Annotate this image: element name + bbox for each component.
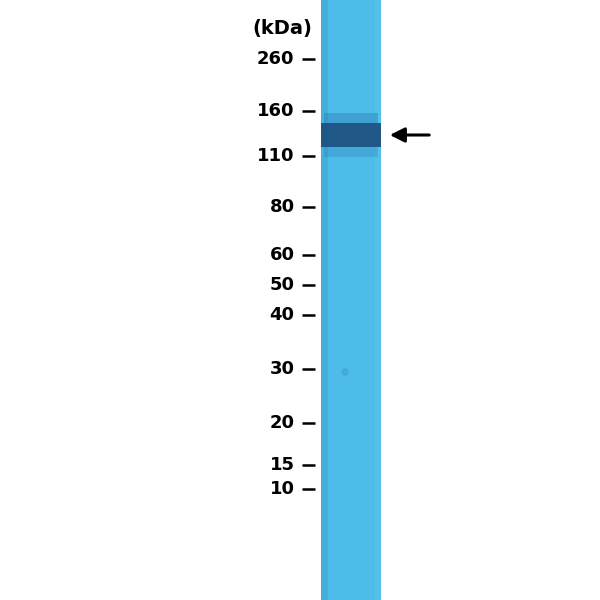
- Text: 110: 110: [257, 147, 295, 165]
- Text: 80: 80: [269, 198, 295, 216]
- Bar: [321, 0, 328, 600]
- Text: 30: 30: [269, 360, 295, 378]
- Bar: [324, 147, 378, 157]
- Bar: [324, 113, 378, 123]
- Bar: [321, 0, 381, 600]
- Bar: [375, 0, 381, 600]
- Text: 20: 20: [269, 414, 295, 432]
- Text: 160: 160: [257, 102, 295, 120]
- Text: 60: 60: [269, 246, 295, 264]
- Text: 10: 10: [269, 480, 295, 498]
- Circle shape: [342, 369, 348, 375]
- Text: 260: 260: [257, 50, 295, 68]
- Text: 40: 40: [269, 306, 295, 324]
- Text: (kDa): (kDa): [252, 19, 312, 38]
- Bar: [321, 123, 381, 147]
- Text: 50: 50: [269, 276, 295, 294]
- Text: 15: 15: [269, 456, 295, 474]
